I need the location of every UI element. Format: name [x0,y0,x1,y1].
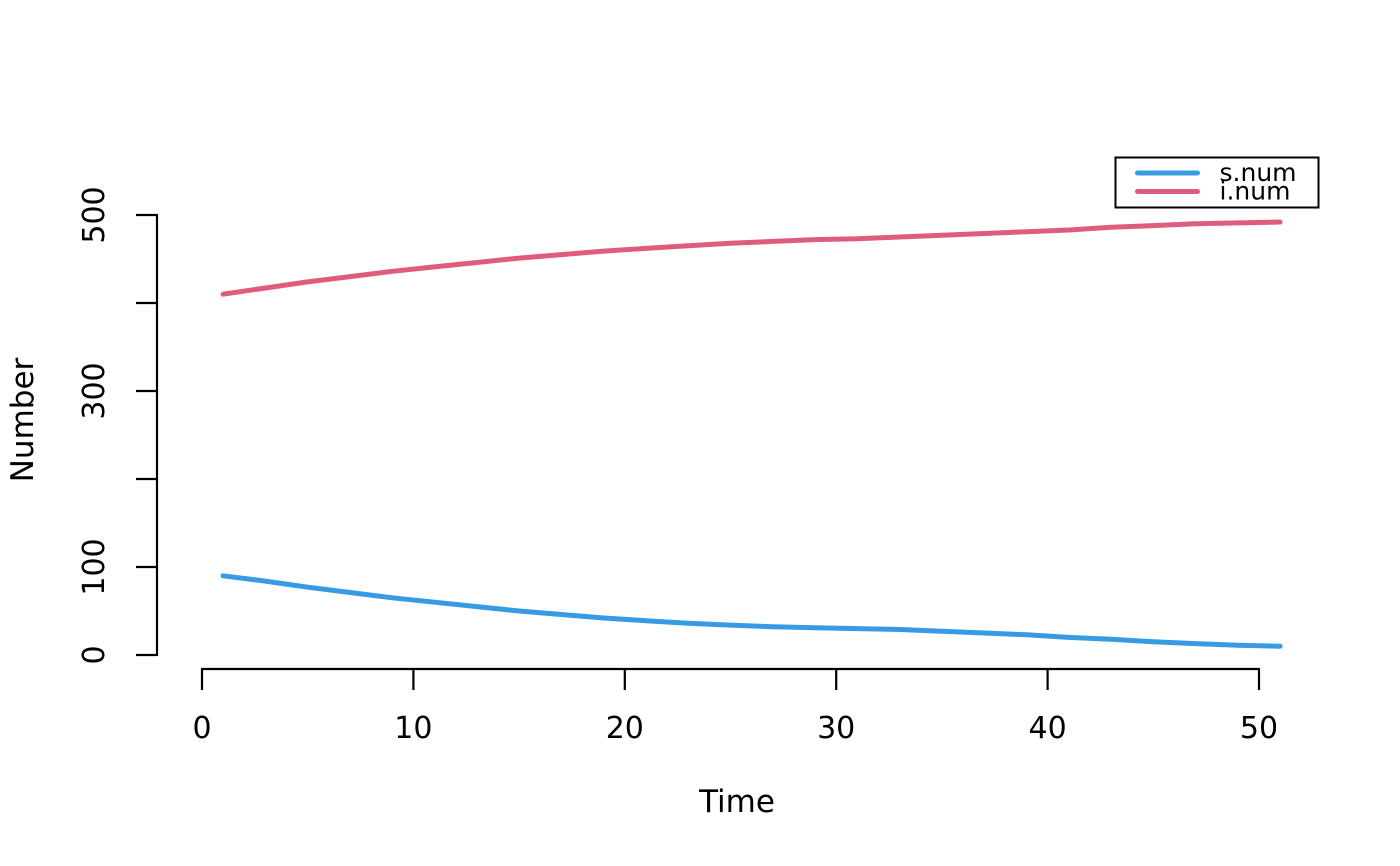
x-tick-label: 40 [1029,711,1067,746]
series-line-i.num [220,219,1283,297]
legend-box [1114,156,1320,209]
series-lines [220,219,1283,649]
series-line-s.num [220,573,1283,649]
y-tick-label: 500 [77,186,112,243]
legend-label-i.num: i.num [1220,177,1291,206]
y-axis-title: Number [5,357,41,482]
x-tick-label: 0 [192,711,211,746]
x-axis-title: Time [698,784,775,820]
x-tick-label: 50 [1240,711,1278,746]
legend-label-s.num: s.num [1220,158,1297,187]
x-tick-label: 30 [817,711,855,746]
y-tick-label: 0 [77,645,112,664]
x-tick-label: 20 [606,711,644,746]
y-tick-label: 300 [77,362,112,419]
x-tick-label: 10 [394,711,432,746]
y-tick-label: 100 [77,538,112,595]
